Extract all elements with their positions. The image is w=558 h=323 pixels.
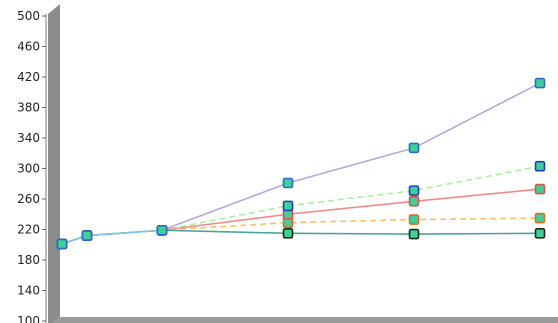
y-tick-label: 140 <box>17 284 40 298</box>
data-point <box>408 185 420 196</box>
data-point <box>282 200 294 212</box>
y-tick-label: 340 <box>17 131 40 145</box>
data-point <box>534 228 546 239</box>
data-point <box>534 77 546 89</box>
data-point <box>156 224 168 236</box>
data-point <box>534 160 546 172</box>
data-point <box>282 228 294 239</box>
y-tick-label: 260 <box>17 192 40 206</box>
data-point <box>56 238 68 250</box>
y-tick-label: 380 <box>17 101 40 115</box>
series-line-3 <box>61 188 541 245</box>
x-axis-floor <box>52 317 558 323</box>
y-tick-label: 220 <box>17 223 40 237</box>
data-point <box>408 195 420 207</box>
series-line-6 <box>61 229 163 245</box>
series-line-1 <box>61 82 541 245</box>
series-line-4 <box>61 217 541 245</box>
y-axis-wall <box>48 4 60 323</box>
y-tick-label: 300 <box>17 162 40 176</box>
series-markers <box>56 77 546 250</box>
data-point <box>81 230 93 241</box>
axis-walls <box>45 4 558 323</box>
y-tick-label: 100 <box>17 314 40 323</box>
data-point <box>408 214 420 225</box>
y-axis-ticks: 100 140 180 220 260 300 340 380 420 460 500 <box>17 9 46 323</box>
data-point <box>534 212 546 224</box>
data-point <box>408 142 420 154</box>
y-tick-label: 420 <box>17 70 40 84</box>
y-tick-label: 460 <box>17 40 40 54</box>
data-point <box>282 177 294 189</box>
y-tick-label: 180 <box>17 253 40 267</box>
data-point <box>534 183 546 195</box>
series-lines <box>61 82 541 245</box>
y-tick-label: 500 <box>17 9 40 23</box>
data-point <box>408 228 420 240</box>
